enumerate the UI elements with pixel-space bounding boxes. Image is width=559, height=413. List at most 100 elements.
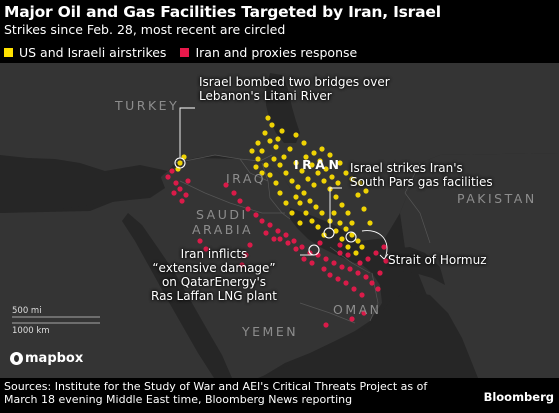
strike-us-israel-1 [269,122,275,128]
strike-iran-proxies-40 [301,256,307,262]
strike-us-israel-19 [305,176,311,182]
arabian-sea [258,291,478,378]
strike-us-israel-20 [311,182,317,188]
strike-us-israel-21 [281,154,287,160]
strike-iran-proxies-43 [277,236,283,242]
strike-us-israel-56 [297,220,303,226]
strike-us-israel-6 [255,156,261,162]
strike-iran-proxies-58 [197,238,203,244]
strike-iran-proxies-36 [343,280,349,286]
strike-us-israel-40 [315,224,321,230]
strike-iran-proxies-5 [171,190,177,196]
annotation-hormuz: Strait of Hormuz [388,253,487,267]
strike-us-israel-12 [295,184,301,190]
strike-us-israel-37 [297,200,303,206]
strike-iran-proxies-54 [323,322,329,328]
strike-us-israel-74 [367,220,373,226]
strike-us-israel-16 [319,210,325,216]
strike-us-israel-71 [349,176,355,182]
strike-us-israel-42 [337,220,343,226]
strike-us-israel-47 [333,228,339,234]
strike-us-israel-36 [335,180,341,186]
strike-iran-proxies-3 [177,186,183,192]
legend-swatch-red [180,47,190,57]
label-yemen: YEMEN [242,324,299,339]
annotation-raslaffan-line4: Ras Laffan LNG plant [151,289,277,303]
chart-subtitle: Strikes since Feb. 28, most recent are c… [4,22,286,37]
strike-us-israel-25 [303,154,309,160]
strike-iran-proxies-29 [357,260,363,266]
strike-iran-proxies-42 [285,240,291,246]
map[interactable]: TURKEY IRAN IRAQ SAUDI ARABIA PAKISTAN O… [0,63,559,378]
strike-iran-proxies-37 [351,286,357,292]
strike-us-israel-59 [277,190,283,196]
leader-lines [179,107,389,260]
strike-us-israel-31 [339,202,345,208]
source-line1: Sources: Institute for the Study of War … [4,380,428,393]
strike-iran-proxies-18 [299,244,305,250]
strike-iran-proxies-26 [363,274,369,280]
strike-points [165,115,389,328]
legend-swatch-yellow [4,47,13,57]
strike-us-israel-27 [315,170,321,176]
annotation-lebanon-line2: Lebanon's Litani River [199,89,332,103]
annotation-southpars: Israel strikes Iran's South Pars gas fac… [350,161,493,189]
recent-circle-gulf [345,231,357,243]
bloomberg-logo: Bloomberg [483,390,554,404]
strike-iran-proxies-7 [185,178,191,184]
strike-us-israel-57 [289,210,295,216]
legend-item-us-israel: US and Israeli airstrikes [4,45,166,60]
scale-label-km: 1000 km [12,326,50,336]
strike-us-israel-78 [359,244,365,250]
strike-us-israel-17 [293,160,299,166]
label-saudi: SAUDI [196,207,248,222]
strike-us-israel-75 [339,236,345,242]
strike-iran-proxies-34 [327,272,333,278]
legend-item-iran-proxies: Iran and proxies response [180,45,357,60]
legend-label-iran-proxies: Iran and proxies response [195,44,358,60]
strike-iran-proxies-55 [247,242,253,248]
strike-iran-proxies-31 [373,250,379,256]
mediterranean-sea [0,158,165,213]
strike-us-israel-9 [277,162,283,168]
strike-us-israel-54 [255,140,261,146]
strike-iran-proxies-2 [173,180,179,186]
strike-iran-proxies-45 [317,240,323,246]
strike-us-israel-52 [357,180,363,186]
strike-iran-proxies-23 [339,264,345,270]
strike-iran-proxies-9 [231,190,237,196]
strike-iran-proxies-51 [377,270,383,276]
strike-iran-proxies-22 [331,260,337,266]
strike-us-israel-3 [267,138,273,144]
strike-us-israel-80 [293,194,299,200]
strike-us-israel-53 [363,188,369,194]
label-arabia: ARABIA [192,222,254,237]
strike-us-israel-28 [321,178,327,184]
strike-us-israel-49 [177,160,183,166]
strike-us-israel-35 [329,174,335,180]
recent-circle-southpars [323,227,335,239]
strike-iran-proxies-13 [259,218,265,224]
strike-us-israel-18 [299,168,305,174]
strike-iran-proxies-33 [321,266,327,272]
strike-us-israel-15 [313,204,319,210]
strike-iran-proxies-12 [253,212,259,218]
gulf-of-oman [376,247,445,285]
strike-iran-proxies-15 [275,228,281,234]
strike-us-israel-11 [289,178,295,184]
label-iran: IRAN [294,157,343,172]
strike-us-israel-64 [293,132,299,138]
strike-us-israel-67 [319,146,325,152]
strike-us-israel-39 [309,218,315,224]
strike-us-israel-72 [355,192,361,198]
strike-us-israel-13 [301,190,307,196]
mapbox-logo-icon [10,352,23,365]
strike-iran-proxies-25 [355,270,361,276]
strike-us-israel-62 [259,170,265,176]
strike-iran-proxies-53 [349,316,355,322]
strike-us-israel-61 [267,172,273,178]
strike-iran-proxies-27 [369,280,375,286]
strike-us-israel-77 [353,250,359,256]
mapbox-attribution[interactable]: mapbox [10,351,83,366]
annotation-raslaffan: Iran inflicts “extensive damage” on Qata… [130,247,298,303]
